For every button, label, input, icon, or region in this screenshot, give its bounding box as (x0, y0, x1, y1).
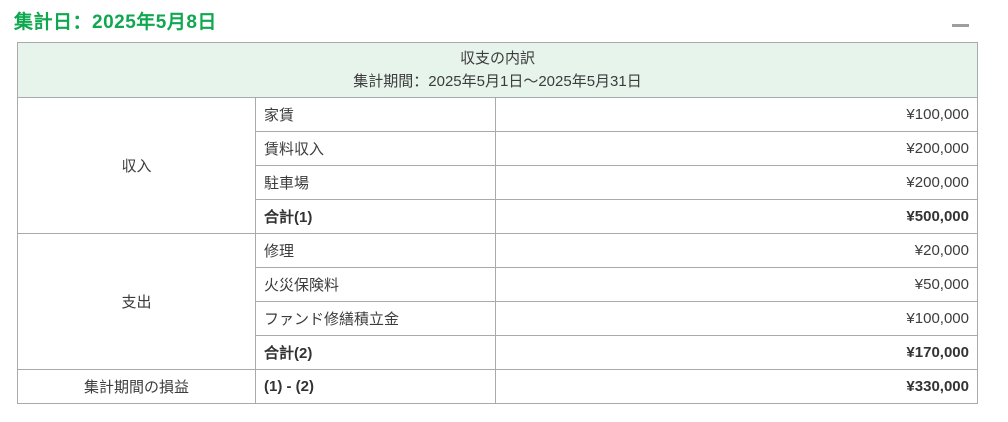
page-header: 集計日：2025年5月8日 (0, 0, 1008, 42)
table-row: ファンド修繕積立金 ¥100,000 (18, 301, 978, 336)
income-group-label: 収入 (17, 97, 256, 234)
expense-item-amount: ¥50,000 (495, 267, 978, 302)
income-total-row: 合計(1) ¥500,000 (18, 199, 978, 234)
table-row: 駐車場 ¥200,000 (18, 165, 978, 200)
expense-total-row: 合計(2) ¥170,000 (18, 335, 978, 370)
income-item-amount: ¥200,000 (495, 165, 978, 200)
expense-item-label: ファンド修繕積立金 (255, 301, 496, 336)
income-expense-table: 収支の内訳 集計期間：2025年5月1日～2025年5月31日 収入 家賃 ¥1… (17, 42, 978, 404)
table-title: 収支の内訳 (459, 50, 535, 67)
collapse-minus-icon[interactable] (952, 24, 969, 27)
expense-item-label: 火災保険料 (255, 267, 496, 302)
income-total-amount: ¥500,000 (495, 199, 978, 234)
expense-item-amount: ¥20,000 (495, 233, 978, 268)
profit-loss-amount: ¥330,000 (495, 369, 978, 404)
profit-loss-row: 集計期間の損益 (1) - (2) ¥330,000 (17, 369, 978, 404)
expense-total-label: 合計(2) (255, 335, 496, 370)
profit-loss-formula: (1) - (2) (255, 369, 496, 404)
profit-loss-label: 集計期間の損益 (17, 369, 256, 404)
income-item-label: 賃料収入 (255, 131, 496, 166)
income-item-amount: ¥200,000 (495, 131, 978, 166)
income-item-label: 家賃 (255, 97, 496, 132)
income-item-label: 駐車場 (255, 165, 496, 200)
income-item-amount: ¥100,000 (495, 97, 978, 132)
expense-item-amount: ¥100,000 (495, 301, 978, 336)
table-header-row: 収支の内訳 集計期間：2025年5月1日～2025年5月31日 (17, 42, 978, 98)
page-title: 集計日：2025年5月8日 (14, 12, 217, 33)
expense-total-amount: ¥170,000 (495, 335, 978, 370)
table-period: 集計期間：2025年5月1日～2025年5月31日 (353, 73, 642, 90)
expense-item-label: 修理 (255, 233, 496, 268)
table-row: 支出 修理 ¥20,000 (17, 233, 978, 370)
expense-group-label: 支出 (17, 233, 256, 370)
table-header-cell: 収支の内訳 集計期間：2025年5月1日～2025年5月31日 (17, 42, 978, 98)
table-row: 火災保険料 ¥50,000 (18, 267, 978, 302)
table-row: 収入 家賃 ¥100,000 (17, 97, 978, 234)
table-row: 賃料収入 ¥200,000 (18, 131, 978, 166)
income-total-label: 合計(1) (255, 199, 496, 234)
